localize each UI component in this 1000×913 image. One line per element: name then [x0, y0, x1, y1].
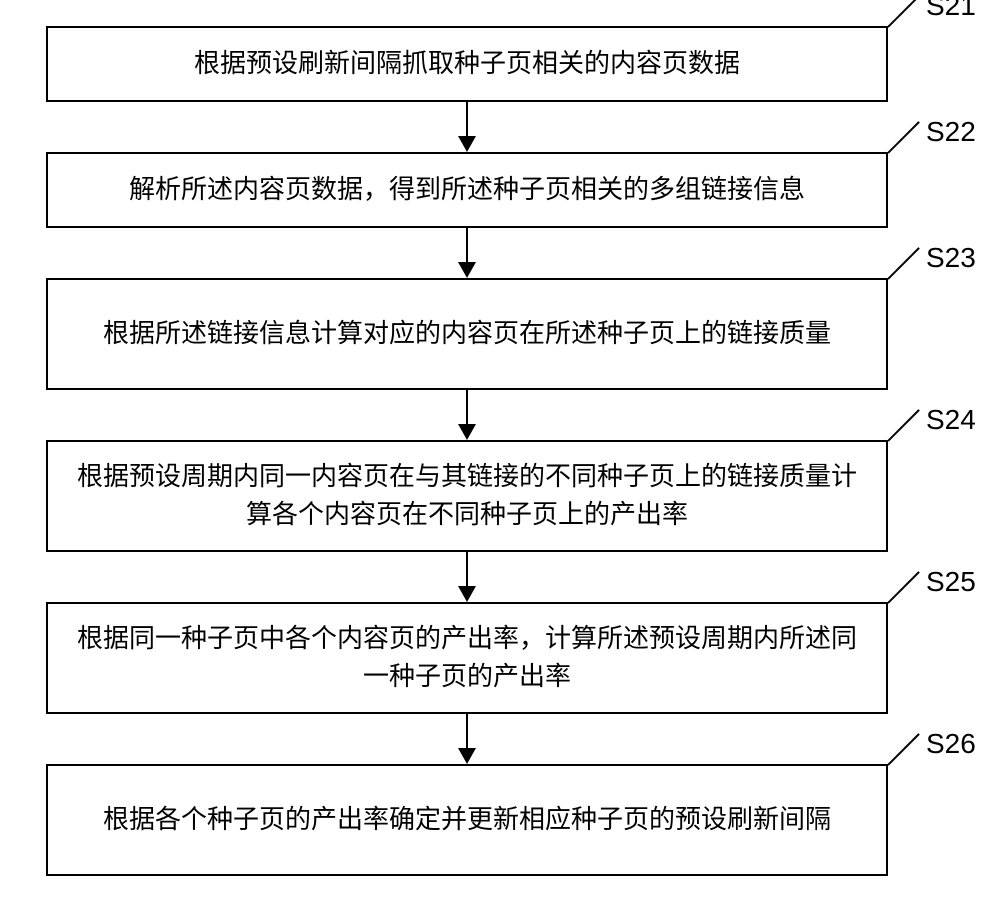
label-connector [887, 733, 920, 766]
label-connector [887, 409, 920, 442]
flow-step-text: 根据同一种子页中各个内容页的产出率，计算所述预设周期内所述同一种子页的产出率 [68, 620, 866, 695]
flow-step-label-S21: S21 [926, 0, 976, 22]
flow-step-text: 根据各个种子页的产出率确定并更新相应种子页的预设刷新间隔 [103, 801, 831, 839]
flow-step-label-S24: S24 [926, 404, 976, 436]
arrow-head-icon [458, 748, 476, 764]
flow-step-S22: 解析所述内容页数据，得到所述种子页相关的多组链接信息 [46, 152, 888, 228]
flow-step-label-S25: S25 [926, 566, 976, 598]
flow-step-text: 根据预设周期内同一内容页在与其链接的不同种子页上的链接质量计算各个内容页在不同种… [68, 458, 866, 533]
label-connector [887, 571, 920, 604]
flow-step-S21: 根据预设刷新间隔抓取种子页相关的内容页数据 [46, 26, 888, 102]
arrow-head-icon [458, 136, 476, 152]
arrow-line [466, 552, 468, 586]
flow-step-S24: 根据预设周期内同一内容页在与其链接的不同种子页上的链接质量计算各个内容页在不同种… [46, 440, 888, 552]
arrow-line [466, 390, 468, 424]
label-connector [887, 247, 920, 280]
flow-step-S25: 根据同一种子页中各个内容页的产出率，计算所述预设周期内所述同一种子页的产出率 [46, 602, 888, 714]
flow-step-text: 根据预设刷新间隔抓取种子页相关的内容页数据 [194, 45, 740, 83]
arrow-head-icon [458, 262, 476, 278]
arrow-head-icon [458, 424, 476, 440]
arrow-line [466, 228, 468, 262]
label-connector [887, 121, 920, 154]
flow-step-label-S22: S22 [926, 116, 976, 148]
flow-step-text: 根据所述链接信息计算对应的内容页在所述种子页上的链接质量 [103, 315, 831, 353]
flow-step-label-S26: S26 [926, 728, 976, 760]
label-connector [887, 0, 920, 28]
arrow-line [466, 102, 468, 136]
arrow-head-icon [458, 586, 476, 602]
flow-step-text: 解析所述内容页数据，得到所述种子页相关的多组链接信息 [129, 171, 805, 209]
flow-step-label-S23: S23 [926, 242, 976, 274]
flowchart-canvas: 根据预设刷新间隔抓取种子页相关的内容页数据 S21 解析所述内容页数据，得到所述种子… [0, 0, 1000, 913]
flow-step-S26: 根据各个种子页的产出率确定并更新相应种子页的预设刷新间隔 [46, 764, 888, 876]
flow-step-S23: 根据所述链接信息计算对应的内容页在所述种子页上的链接质量 [46, 278, 888, 390]
arrow-line [466, 714, 468, 748]
